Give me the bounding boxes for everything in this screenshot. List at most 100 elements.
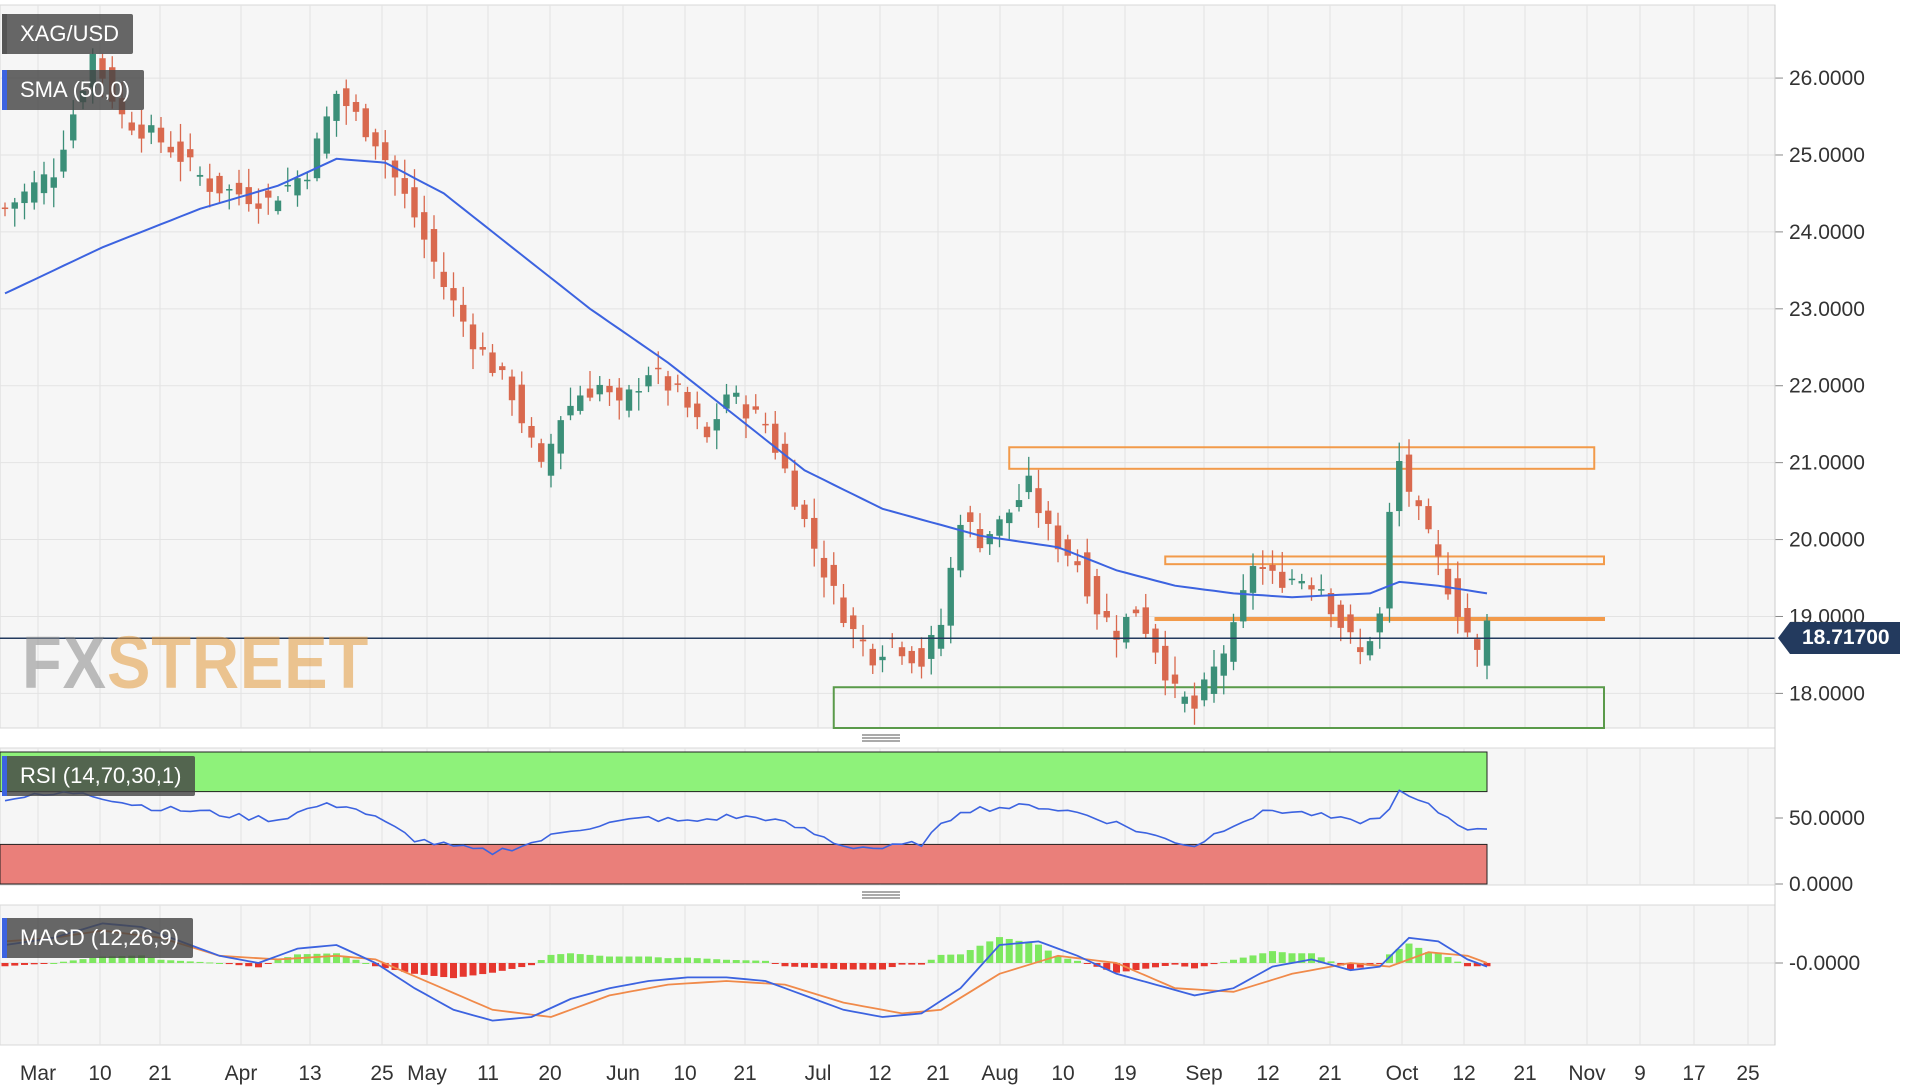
macd-histogram-bar: [1298, 953, 1306, 963]
candle-body: [1015, 500, 1023, 508]
x-tick-label: 13: [298, 1062, 321, 1085]
candle-body: [1474, 639, 1481, 650]
candle-body: [99, 58, 106, 79]
macd-histogram-bar: [1005, 938, 1013, 963]
candle-body: [1181, 696, 1188, 704]
macd-histogram-bar: [430, 963, 438, 976]
y-tick-label: 22.0000: [1789, 375, 1865, 398]
macd-histogram-bar: [586, 954, 594, 963]
macd-histogram-bar: [1181, 963, 1189, 967]
macd-histogram-bar: [567, 953, 574, 963]
candle-body: [362, 108, 369, 138]
candle-body: [762, 423, 769, 426]
x-tick-label: 20: [538, 1062, 561, 1085]
candle-body: [772, 423, 779, 453]
candle-body: [1006, 512, 1013, 524]
panel-3: [0, 904, 1776, 1046]
macd-histogram-bar: [1132, 963, 1140, 971]
candle-body: [840, 597, 847, 623]
y-tick-label: 24.0000: [1789, 221, 1865, 244]
candle-body: [450, 288, 457, 301]
macd-histogram-bar: [79, 959, 87, 963]
macd-histogram-bar: [801, 963, 808, 968]
x-tick-label: 11: [477, 1062, 499, 1085]
macd-histogram-bar: [1191, 963, 1198, 969]
candle-body: [1084, 552, 1091, 597]
x-tick-label: 19: [1113, 1062, 1136, 1085]
macd-histogram-bar: [469, 963, 477, 976]
candle-body: [850, 615, 857, 630]
candle-body: [616, 387, 623, 401]
candle-body: [421, 212, 428, 240]
candle-body: [411, 187, 418, 218]
macd-histogram-bar: [138, 955, 145, 963]
candle-body: [430, 229, 438, 262]
macd-histogram-bar: [518, 963, 526, 968]
candle-body: [655, 367, 662, 370]
macd-histogram-bar: [99, 956, 106, 963]
candle-body: [440, 271, 447, 288]
macd-histogram-bar: [1054, 956, 1062, 963]
candle-body: [196, 174, 204, 177]
macd-histogram-bar: [684, 957, 691, 963]
candle-body: [245, 187, 252, 205]
macd-histogram-bar: [1278, 952, 1286, 963]
x-tick-label: Jul: [805, 1062, 832, 1085]
candle-body: [157, 127, 165, 143]
candle-body: [1288, 578, 1296, 581]
candle-body: [869, 648, 876, 666]
macd-histogram-bar: [108, 956, 116, 963]
x-tick-label: 9: [1634, 1062, 1646, 1085]
x-tick-label: 21: [1318, 1062, 1341, 1085]
macd-legend: MACD (12,26,9): [2, 918, 193, 958]
candle-body: [508, 376, 516, 401]
macd-histogram-bar: [557, 954, 565, 963]
macd-histogram-bar: [235, 963, 243, 966]
candle-body: [1045, 510, 1052, 524]
candle-body: [70, 114, 77, 141]
candle-body: [1240, 590, 1247, 622]
candle-body: [304, 179, 311, 182]
macd-histogram-bar: [713, 959, 721, 963]
candle-body: [645, 375, 652, 387]
candle-body: [1357, 647, 1364, 653]
candle-body: [1132, 609, 1140, 614]
macd-histogram-bar: [352, 959, 360, 963]
candle-body: [1142, 607, 1149, 634]
macd-histogram-bar: [537, 960, 545, 963]
macd-histogram-bar: [1395, 948, 1403, 963]
x-tick-label: 25: [370, 1062, 393, 1085]
candle-body: [928, 634, 935, 659]
macd-histogram-bar: [401, 963, 409, 972]
macd-histogram-bar: [186, 961, 194, 963]
macd-histogram-bar: [547, 954, 555, 963]
sma-line: [4, 157, 1488, 599]
rsi-y-tick-label: 50.0000: [1789, 807, 1865, 830]
candle-body: [664, 376, 672, 391]
macd-histogram-bar: [167, 960, 175, 963]
macd-histogram-bar: [859, 963, 867, 970]
x-tick-label: 12: [868, 1062, 891, 1085]
candle-body: [1201, 679, 1208, 701]
candle-body: [947, 567, 954, 626]
macd-histogram-bar: [420, 963, 428, 975]
candle-body: [1259, 567, 1266, 570]
macd-histogram-bar: [528, 963, 535, 966]
x-tick-label: 10: [88, 1062, 111, 1085]
candle-body: [976, 529, 984, 549]
macd-histogram-bar: [498, 963, 506, 971]
macd-histogram-bar: [879, 963, 886, 970]
candle-body: [1308, 585, 1315, 590]
candle-body: [733, 392, 740, 397]
candle-body: [596, 384, 603, 395]
candle-body: [1435, 544, 1442, 557]
macd-histogram-bar: [1376, 963, 1384, 964]
candle-body: [1347, 614, 1354, 633]
macd-histogram-bar: [1347, 963, 1354, 970]
candle-body: [333, 93, 340, 121]
macd-histogram-bar: [576, 954, 584, 963]
macd-histogram-bar: [255, 963, 262, 968]
macd-histogram-bar: [1171, 963, 1179, 965]
macd-histogram-bar: [196, 961, 204, 963]
